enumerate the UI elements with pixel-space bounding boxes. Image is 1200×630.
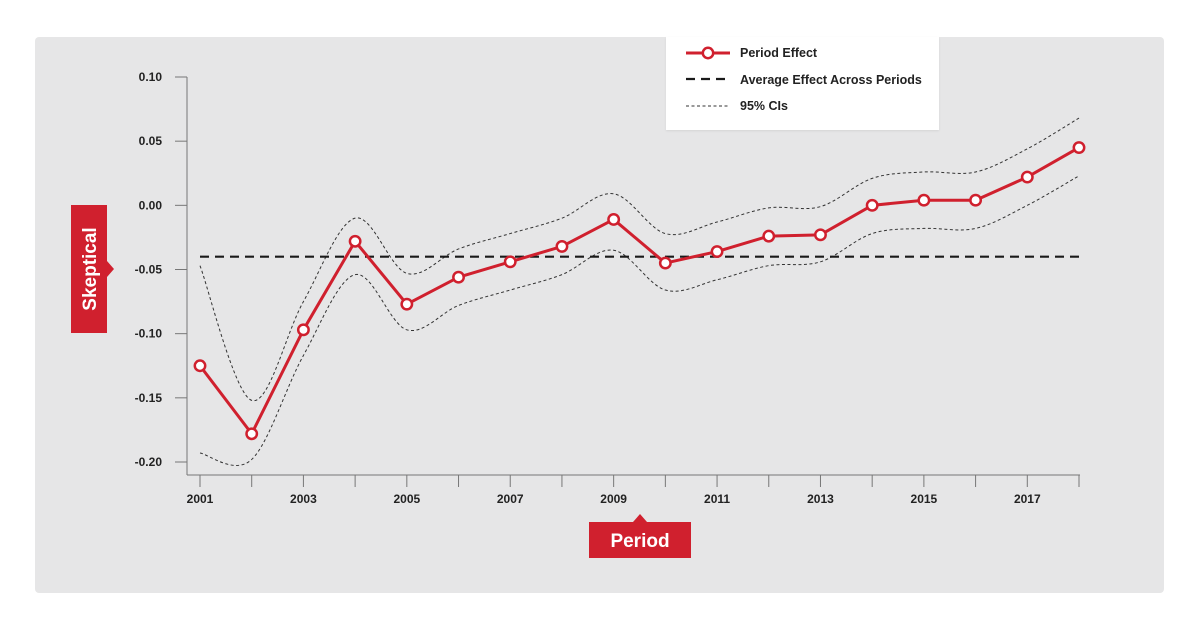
period-effect-point — [607, 213, 621, 226]
x-axis-title-background — [589, 522, 691, 558]
x-tick-label: 2017 — [1014, 492, 1041, 506]
period-effect-point — [400, 297, 414, 311]
legend-item-average-effect: Average Effect Across Periods — [686, 73, 922, 87]
legend-marker-period-effect — [701, 46, 715, 60]
y-tick-label: 0.00 — [139, 198, 163, 212]
x-tick-label: 2007 — [497, 492, 524, 506]
y-axis-title: Skeptical — [80, 227, 101, 310]
period-effect-point — [555, 239, 569, 253]
series-layer — [193, 117, 1086, 466]
y-axis-title-pointer — [107, 261, 114, 277]
legend-item-period-effect: Period Effect — [686, 46, 818, 60]
y-tick-label: -0.10 — [135, 327, 163, 341]
x-tick-label: 2005 — [393, 492, 420, 506]
legend-label-average-effect: Average Effect Across Periods — [740, 73, 922, 87]
ci-lower-line — [199, 175, 1080, 466]
period-effect-point — [296, 323, 310, 337]
period-effect-point — [658, 256, 672, 270]
legend-label-95-cis: 95% CIs — [740, 99, 788, 113]
x-tick-label: 2001 — [187, 492, 214, 506]
legend-label-period-effect: Period Effect — [740, 46, 818, 60]
y-tick-label: 0.05 — [139, 134, 163, 148]
x-axis-title-pointer — [633, 514, 647, 522]
period-effect-point — [1020, 170, 1034, 184]
period-effect-point — [865, 198, 879, 212]
y-tick-label: 0.10 — [139, 70, 163, 84]
period-effect-line — [198, 146, 1080, 436]
y-tick-label: -0.20 — [135, 455, 163, 469]
x-axis-title-tag: Period — [589, 514, 691, 558]
period-effect-point — [193, 359, 207, 373]
y-axis-title-background — [71, 205, 107, 333]
period-effect-point — [245, 427, 259, 441]
period-effect-point — [1072, 141, 1086, 155]
period-effect-point — [710, 245, 724, 258]
chart-background — [35, 37, 1164, 593]
x-tick-label: 2013 — [807, 492, 834, 506]
period-effect-point — [452, 270, 465, 284]
y-axis-ticks: 0.10 0.05 0.00 -0.05 -0.10 -0.15 -0.20 — [135, 70, 187, 469]
x-tick-label: 2003 — [290, 492, 317, 506]
x-tick-label: 2011 — [704, 492, 730, 506]
y-tick-label: -0.15 — [135, 391, 163, 405]
x-axis-ticks: 2001 2003 2005 2007 2009 2011 2013 2015 2017 — [187, 475, 1080, 506]
period-effect-point — [762, 229, 776, 243]
x-axis-title: Period — [610, 531, 669, 552]
legend: Period Effect Average Effect Across Peri… — [666, 37, 939, 130]
period-effect-point — [969, 193, 983, 207]
period-effect-point — [503, 255, 517, 269]
x-tick-label: 2015 — [911, 492, 938, 506]
ci-upper-line — [199, 117, 1080, 401]
period-effect-point — [348, 234, 362, 248]
period-effect-point — [917, 193, 931, 207]
y-tick-label: -0.05 — [135, 263, 163, 277]
x-tick-label: 2009 — [600, 492, 627, 506]
y-axis-title-tag: Skeptical — [71, 205, 114, 333]
period-effect-point — [814, 228, 827, 242]
legend-item-95-cis: 95% CIs — [686, 99, 788, 113]
